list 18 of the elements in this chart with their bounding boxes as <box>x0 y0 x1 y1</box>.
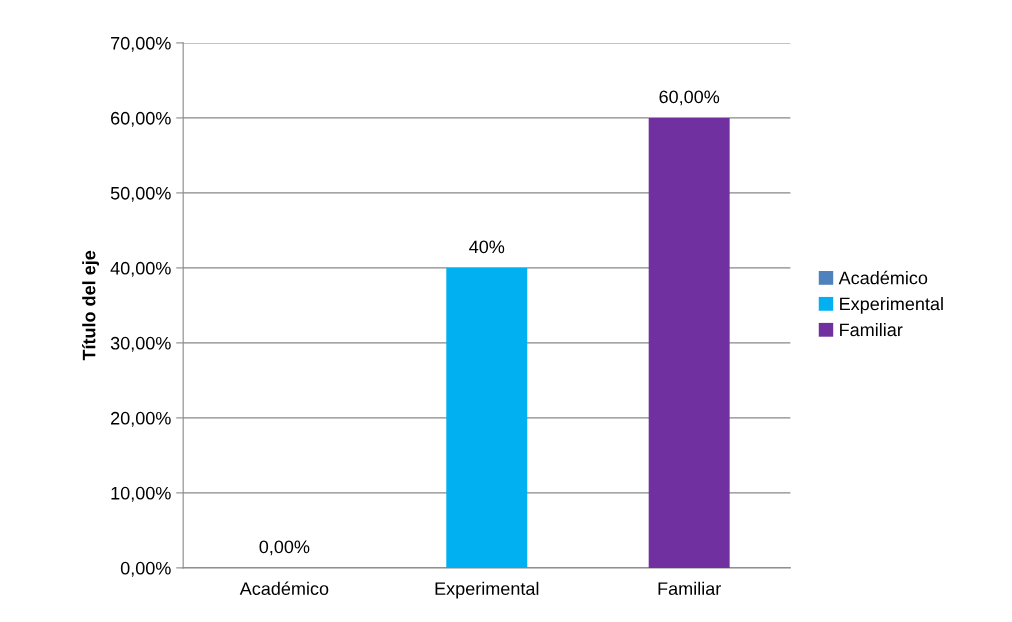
y-tick-label: 10,00% <box>111 486 171 502</box>
legend-label: Experimental <box>840 297 943 314</box>
data-label: 0,00% <box>259 540 310 556</box>
data-label: 60,00% <box>659 90 720 106</box>
x-tick-label: Experimental <box>435 581 539 599</box>
y-tick-label: 30,00% <box>110 336 171 352</box>
y-tick-label: 60,00% <box>111 111 171 127</box>
y-tick-label: 70,00% <box>111 36 171 52</box>
legend-label: Familiar <box>840 322 903 337</box>
x-tick-label: Académico <box>239 581 329 596</box>
data-label: 40% <box>469 240 505 254</box>
y-tick-label: 50,00% <box>110 186 171 202</box>
y-tick-label: 40,00% <box>110 261 171 277</box>
legend-label: Académico <box>838 270 928 285</box>
x-tick-label: Familiar <box>658 581 721 596</box>
y-tick-label: 0,00% <box>120 561 171 577</box>
y-axis-title: Título del eje <box>82 250 100 361</box>
y-tick-label: 20,00% <box>111 411 171 427</box>
